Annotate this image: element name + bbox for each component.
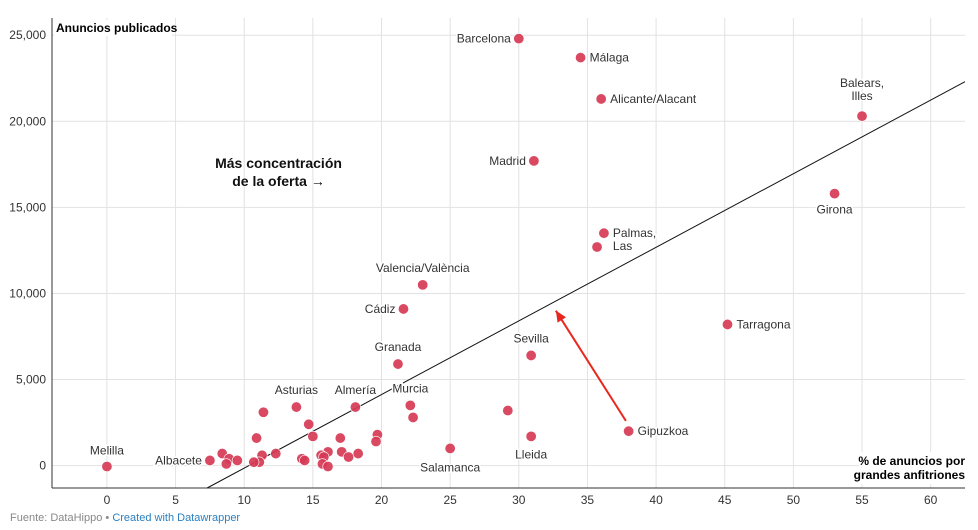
x-tick-label: 20 xyxy=(375,493,389,507)
arrow-head xyxy=(555,310,566,323)
x-tick-label: 0 xyxy=(104,493,111,507)
data-point xyxy=(721,318,733,330)
x-tick-label: 25 xyxy=(443,493,457,507)
data-point xyxy=(251,432,263,444)
gridlines xyxy=(52,18,965,488)
point-label: Las xyxy=(613,239,632,253)
data-point xyxy=(307,430,319,442)
point-label: Palmas, xyxy=(613,226,656,240)
data-point xyxy=(404,399,416,411)
data-point xyxy=(407,411,419,423)
data-point xyxy=(623,425,635,437)
point-label: Tarragona xyxy=(736,317,790,331)
x-tick-label: 40 xyxy=(649,493,663,507)
footer: Fuente: DataHippo • Created with Datawra… xyxy=(10,512,240,524)
data-point xyxy=(343,451,355,463)
axes: 0 5,000 10,000 15,000 20,000 25,000 0 5 10 15 20 25… xyxy=(9,18,965,507)
point-label: Granada xyxy=(375,340,422,354)
data-point xyxy=(591,241,603,253)
point-label: Almería xyxy=(335,383,377,397)
y-tick-label: 15,000 xyxy=(9,200,46,214)
data-point xyxy=(290,401,302,413)
data-point xyxy=(231,454,243,466)
x-tick-label: 55 xyxy=(855,493,869,507)
y-tick-label: 20,000 xyxy=(9,114,46,128)
y-tick-label: 5,000 xyxy=(16,373,46,387)
data-point xyxy=(299,454,311,466)
annotations-layer: Más concentración de la oferta → xyxy=(215,155,627,422)
x-axis-title: grandes anfitriones xyxy=(854,468,966,482)
data-point xyxy=(502,405,514,417)
point-label: Barcelona xyxy=(457,32,511,46)
y-axis-title-bg xyxy=(54,20,172,36)
data-point xyxy=(525,349,537,361)
point-label: Balears, xyxy=(840,76,884,90)
data-point xyxy=(598,227,610,239)
data-point xyxy=(370,436,382,448)
points-layer xyxy=(101,33,868,472)
point-label: Melilla xyxy=(90,443,124,457)
x-tick-label: 35 xyxy=(581,493,595,507)
trendline-layer xyxy=(206,81,966,489)
x-axis-title: % de anuncios por xyxy=(858,454,965,468)
x-tick-label: 60 xyxy=(924,493,938,507)
x-axis-title-bg xyxy=(859,452,965,484)
data-point xyxy=(525,430,537,442)
y-tick-label: 25,000 xyxy=(9,28,46,42)
data-point xyxy=(856,110,868,122)
data-point xyxy=(595,93,607,105)
annotation-text: de la oferta → xyxy=(232,173,325,189)
x-tick-label: 10 xyxy=(238,493,252,507)
data-point xyxy=(513,33,525,45)
point-label: Lleida xyxy=(515,447,547,461)
x-tick-label: 15 xyxy=(306,493,320,507)
footer-separator: • xyxy=(102,512,113,524)
annotation-text: Más concentración xyxy=(215,155,342,171)
data-point xyxy=(829,188,841,200)
point-label: Sevilla xyxy=(513,331,549,345)
x-tick-label: 5 xyxy=(172,493,179,507)
footer-source: Fuente: DataHippo xyxy=(10,512,103,524)
y-axis-title: Anuncios publicados xyxy=(56,21,178,35)
data-point xyxy=(349,401,361,413)
data-point xyxy=(322,460,334,472)
point-label: Albacete xyxy=(155,453,202,467)
data-point xyxy=(392,358,404,370)
x-tick-label: 30 xyxy=(512,493,526,507)
point-label: Alicante/Alacant xyxy=(610,92,697,106)
data-point xyxy=(444,442,456,454)
x-tick-label: 45 xyxy=(718,493,732,507)
data-point xyxy=(248,456,260,468)
point-label: Gipuzkoa xyxy=(638,424,689,438)
labels-layer: Barcelona Málaga Alicante/Alacant Balears,I… xyxy=(88,30,885,476)
point-label: Girona xyxy=(817,203,853,217)
point-label: Salamanca xyxy=(420,460,480,474)
point-label: Illes xyxy=(851,89,872,103)
data-point xyxy=(575,52,587,64)
point-label: Murcia xyxy=(392,381,428,395)
data-point xyxy=(220,458,232,470)
data-point xyxy=(352,448,364,460)
data-point xyxy=(270,448,282,460)
y-tick-label: 10,000 xyxy=(9,286,46,300)
arrow-line xyxy=(555,310,627,422)
data-point xyxy=(397,303,409,315)
point-label: Málaga xyxy=(590,51,630,65)
data-point xyxy=(101,460,113,472)
x-tick-label: 50 xyxy=(787,493,801,507)
data-point xyxy=(417,279,429,291)
point-label: Madrid xyxy=(489,154,526,168)
data-point xyxy=(528,155,540,167)
point-label: Asturias xyxy=(275,383,318,397)
trend-line xyxy=(206,81,966,489)
y-tick-label: 0 xyxy=(39,459,46,473)
data-point xyxy=(204,454,216,466)
point-label: Cádiz xyxy=(365,302,396,316)
data-point xyxy=(303,418,315,430)
datawrapper-link[interactable]: Created with Datawrapper xyxy=(112,512,241,524)
data-point xyxy=(334,432,346,444)
point-label: Valencia/València xyxy=(376,261,470,275)
data-point xyxy=(257,406,269,418)
